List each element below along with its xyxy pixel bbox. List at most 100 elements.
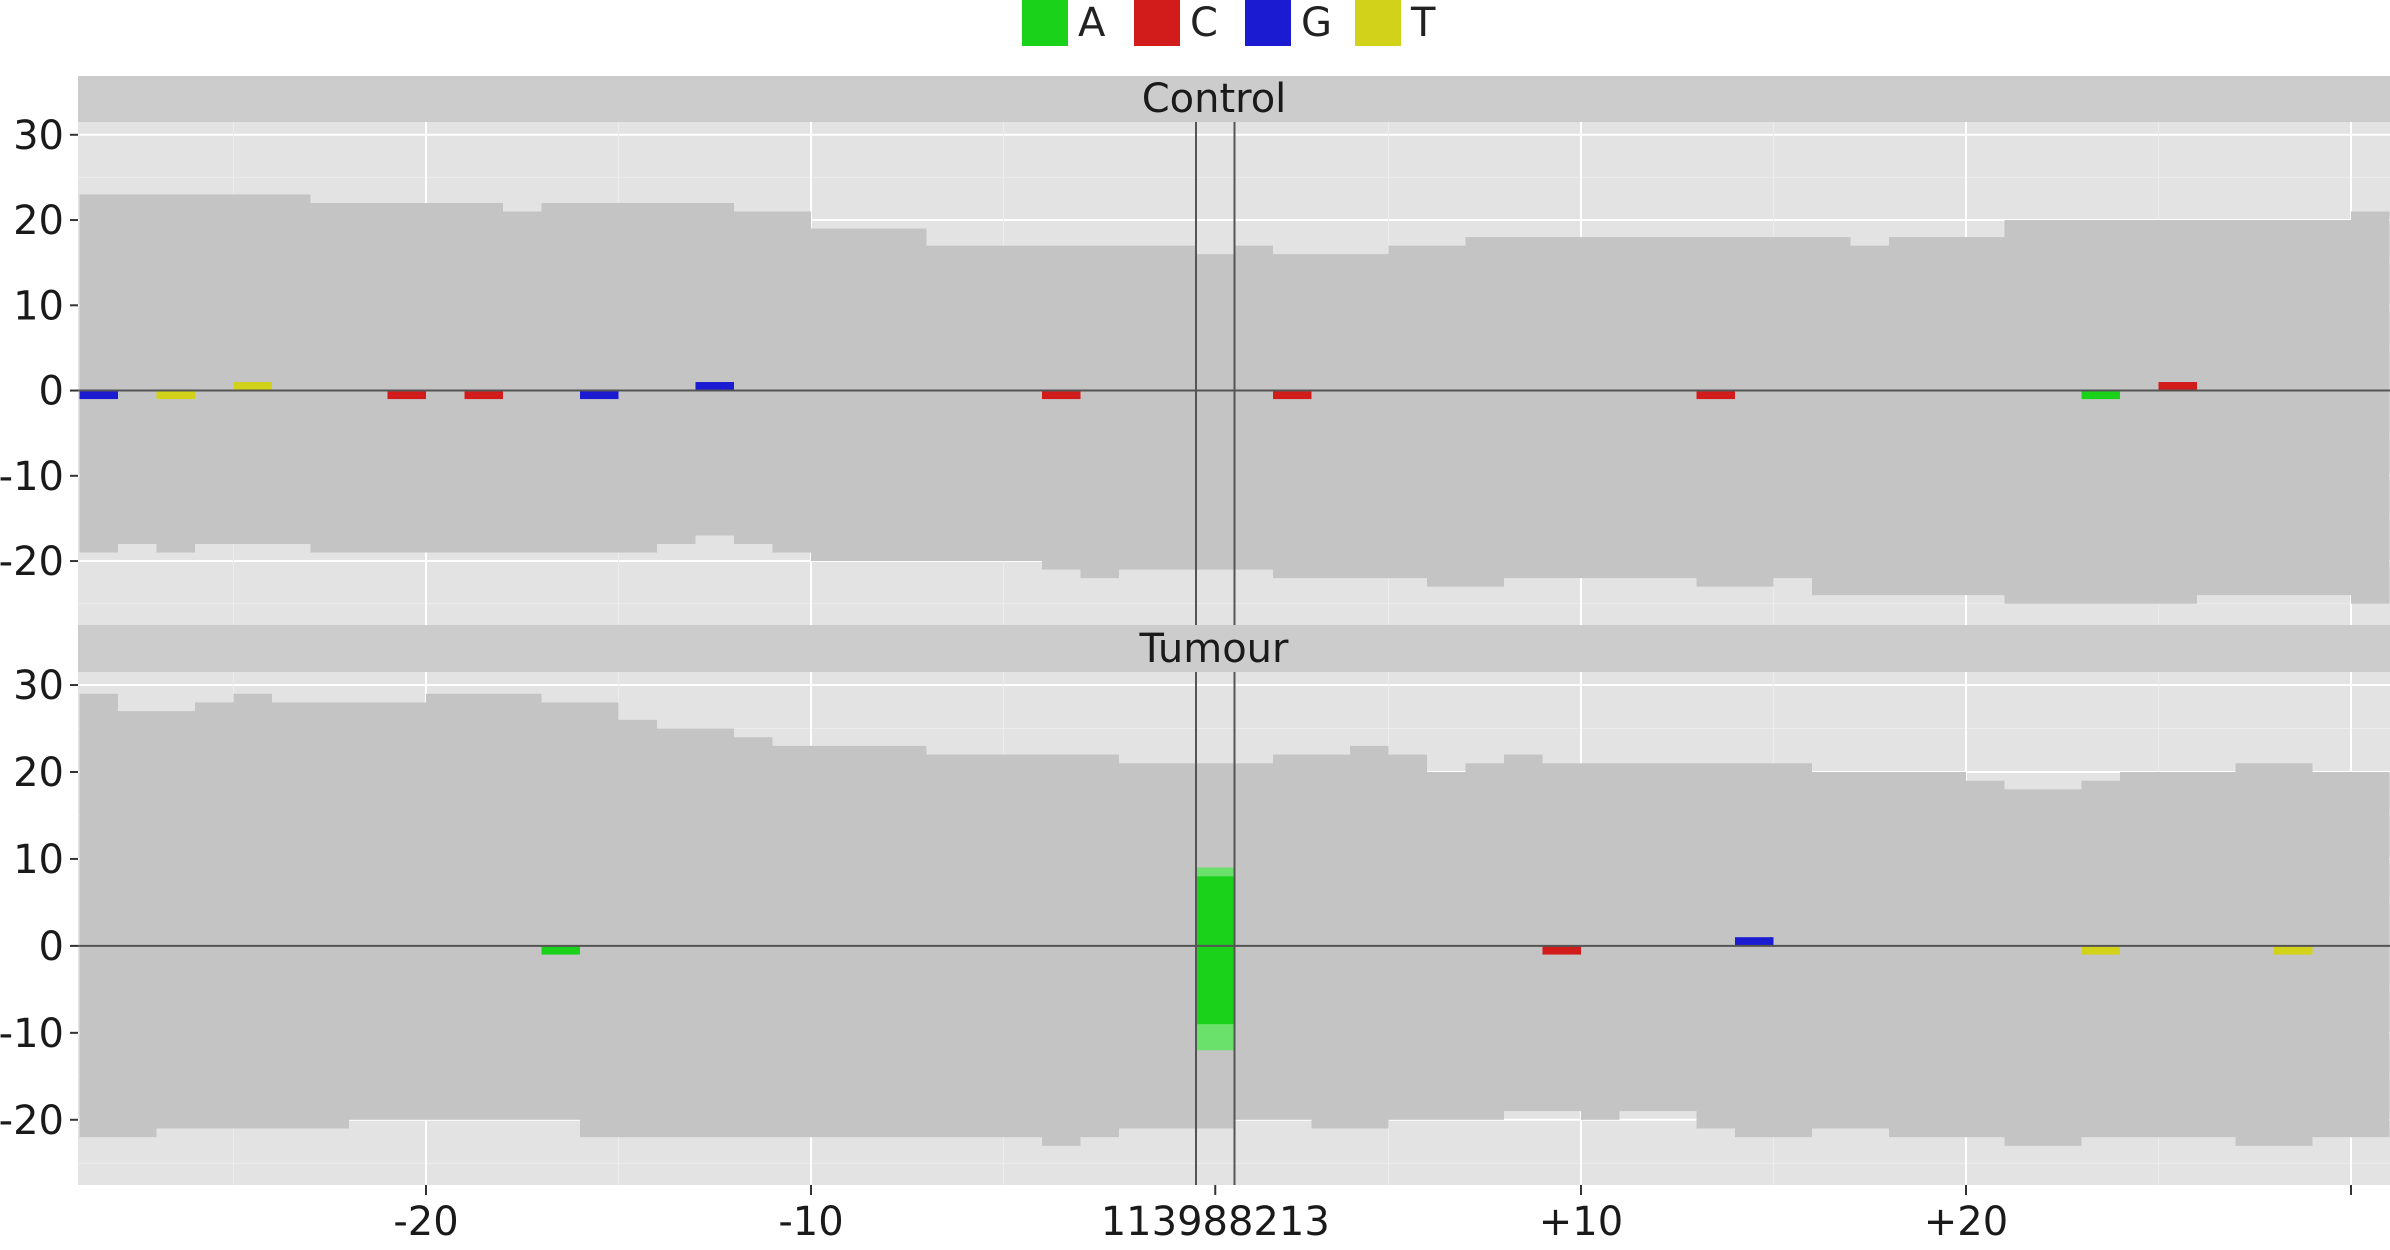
coverage-bar-reverse [118,390,157,545]
coverage-bar-reverse [811,390,850,562]
coverage-bar-forward [657,728,696,946]
coverage-bar-forward [426,202,465,391]
coverage-bar-reverse [926,945,965,1138]
coverage-bar-forward [1273,754,1312,946]
coverage-bar-forward [1234,763,1273,946]
coverage-bar-reverse [503,945,542,1120]
coverage-bar-reverse [1427,945,1466,1120]
panel-strip [78,76,2390,122]
coverage-bar-forward [1350,745,1389,946]
coverage-bar-reverse [272,945,311,1129]
coverage-bar-reverse [888,390,927,562]
coverage-bar-reverse [2081,945,2120,1138]
coverage-bar-forward [79,693,118,946]
coverage-bar-reverse [1812,945,1851,1129]
coverage-bar-forward [1658,237,1697,391]
coverage-bar-forward [1465,237,1504,391]
coverage-bar-reverse [849,945,888,1138]
coverage-bar-forward [1388,754,1427,946]
coverage-bar-forward [2004,789,2043,946]
mismatch-bar-reverse-t [2081,945,2120,955]
coverage-bar-forward [310,702,349,946]
mismatch-bar-reverse-c [1042,390,1081,400]
coverage-bar-forward [1388,245,1427,391]
coverage-bar-forward [1850,245,1889,391]
coverage-bar-reverse [1619,390,1658,579]
coverage-bar-forward [233,693,272,946]
coverage-bar-reverse [1350,390,1389,579]
coverage-bar-forward [1080,245,1119,391]
mismatch-bar-reverse-c [1273,390,1312,400]
coverage-bar-reverse [1735,390,1774,587]
coverage-bar-reverse [657,945,696,1138]
coverage-bar-forward [1119,763,1158,946]
coverage-bar-forward [118,194,157,391]
coverage-bar-forward [965,754,1004,946]
coverage-bar-forward [1273,254,1312,391]
coverage-bar-reverse [2312,945,2351,1138]
y-tick-label: 10 [13,283,64,329]
coverage-bar-reverse [272,390,311,545]
coverage-bar-forward [1850,771,1889,946]
coverage-bar-reverse [1696,390,1735,587]
y-tick-label: -10 [0,1011,64,1057]
coverage-bar-forward [310,202,349,391]
coverage-bar-forward [1350,254,1389,391]
coverage-bar-forward [1157,245,1196,391]
y-tick-label: -10 [0,454,64,500]
coverage-bar-forward [233,194,272,391]
coverage-bar-forward [541,202,580,391]
mismatch-bar-reverse-a [2081,390,2120,400]
mismatch-bar-reverse-g [580,390,619,400]
coverage-bar-reverse [1966,390,2005,596]
y-tick-label: -20 [0,1098,64,1144]
coverage-bar-reverse [1735,945,1774,1138]
coverage-bar-reverse [2235,945,2274,1146]
coverage-bar-forward [2312,220,2351,391]
coverage-bar-reverse [1080,945,1119,1138]
coverage-bar-forward [1504,754,1543,946]
coverage-bar-forward [1927,771,1966,946]
legend-swatch-g [1245,0,1291,46]
x-tick-label: +20 [1924,1199,2008,1245]
coverage-bar-forward [1619,237,1658,391]
coverage-bar-reverse [1658,390,1697,579]
coverage-bar-reverse [888,945,927,1138]
coverage-bar-reverse [811,945,850,1138]
coverage-bar-reverse [849,390,888,562]
coverage-bar-forward [2197,220,2236,391]
coverage-bar-reverse [734,945,773,1138]
coverage-bar-reverse [2120,390,2159,604]
coverage-bar-reverse [2274,945,2313,1146]
mismatch-bar-forward-a [1196,867,1235,946]
coverage-bar-reverse [1080,390,1119,579]
coverage-bar-reverse [772,390,811,553]
coverage-bar-forward [2274,220,2313,391]
coverage-bar-forward [811,745,850,946]
coverage-bar-reverse [1850,945,1889,1129]
coverage-bar-forward [1966,780,2005,946]
coverage-bar-reverse [618,390,657,553]
coverage-bar-forward [1003,245,1042,391]
panel-control: Control 30 20 10 0 -10 -20 [0,76,2390,625]
mismatch-bar-reverse-c [1542,945,1581,955]
coverage-bar-forward [1542,763,1581,946]
coverage-bar-forward [79,194,118,391]
coverage-bar-forward [580,702,619,946]
coverage-bar-reverse [79,945,118,1138]
legend-label-a: A [1078,0,1106,46]
coverage-bar-forward [1080,754,1119,946]
coverage-bar-forward [1889,237,1928,391]
legend-swatch-a [1022,0,1068,46]
mismatch-bar-reverse-c [464,390,503,400]
y-tick-label: 20 [13,198,64,244]
coverage-bar-forward [541,702,580,946]
coverage-bar-reverse [79,390,118,553]
mismatch-bar-reverse-a [541,945,580,955]
coverage-bar-forward [849,745,888,946]
coverage-bar-reverse [2120,945,2159,1138]
coverage-bar-reverse [618,945,657,1138]
coverage-bar-reverse [772,945,811,1138]
coverage-bar-reverse [156,390,195,553]
coverage-bar-forward [965,245,1004,391]
